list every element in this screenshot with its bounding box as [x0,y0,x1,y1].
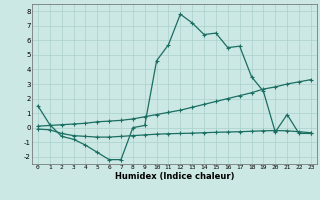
X-axis label: Humidex (Indice chaleur): Humidex (Indice chaleur) [115,172,234,181]
